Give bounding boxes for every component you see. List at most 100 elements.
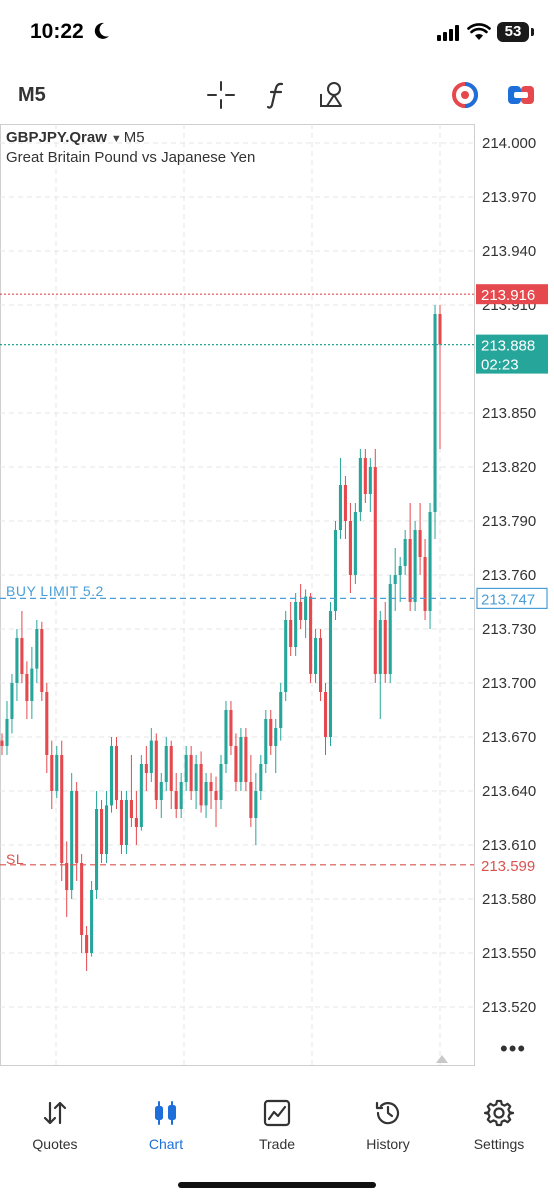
- y-tick-label: 213.730: [482, 621, 536, 638]
- candle-body: [428, 512, 432, 611]
- bid-price-label: 213.888: [481, 338, 535, 355]
- trade-chart-icon: [263, 1099, 291, 1127]
- y-tick-label: 213.820: [482, 459, 536, 476]
- candle-body: [15, 638, 19, 683]
- buy-limit-price-tag: [476, 587, 548, 610]
- candle-body: [214, 791, 218, 800]
- candle-body: [323, 692, 328, 737]
- candle-body: [209, 782, 213, 791]
- status-time: 10:22: [30, 20, 84, 43]
- candle-body: [388, 584, 392, 674]
- candle-body: [353, 512, 357, 575]
- stop-loss-price-label: 213.599: [481, 858, 535, 875]
- candle-body: [433, 314, 437, 512]
- candle-body: [109, 746, 114, 806]
- one-click-trading-icon[interactable]: [448, 78, 482, 112]
- candle-body: [328, 611, 333, 737]
- candle-body: [35, 629, 39, 669]
- candle-body: [95, 809, 99, 890]
- candle-body: [10, 683, 14, 719]
- candle-body: [114, 746, 119, 800]
- candle-body: [438, 314, 442, 345]
- y-tick-label: 213.520: [482, 999, 536, 1016]
- tab-settings[interactable]: Settings: [444, 1096, 554, 1156]
- candle-body: [189, 755, 193, 791]
- candle-body: [378, 620, 382, 674]
- candle-body: [124, 800, 128, 845]
- candlestick-chart-icon: [155, 1101, 176, 1125]
- candle-body: [85, 935, 89, 953]
- candle-body: [179, 782, 183, 809]
- crosshair-icon[interactable]: [204, 78, 238, 112]
- tab-label: History: [366, 1136, 410, 1152]
- candle-body: [219, 764, 223, 800]
- candle-body: [80, 863, 84, 935]
- status-bar: 10:22 53: [0, 0, 554, 66]
- tab-label: Quotes: [32, 1136, 78, 1152]
- candle-body: [129, 800, 133, 818]
- candle-body: [154, 740, 158, 800]
- candle-body: [139, 764, 143, 827]
- candle-body: [368, 467, 372, 494]
- candle-body: [363, 458, 367, 494]
- y-tick-label: 213.640: [482, 783, 536, 800]
- moon-icon: [94, 22, 109, 39]
- candle-body: [423, 557, 427, 611]
- indicators-icon[interactable]: [260, 78, 294, 112]
- candle-body: [299, 602, 303, 620]
- candle-body: [174, 791, 178, 809]
- candle-body: [0, 740, 4, 746]
- tab-chart[interactable]: Chart: [111, 1096, 221, 1156]
- candle-body: [104, 805, 109, 854]
- candle-body: [269, 719, 273, 746]
- candle-body: [134, 818, 138, 827]
- y-tick-label: 213.970: [482, 189, 536, 206]
- stop-loss-label[interactable]: SL: [6, 851, 25, 867]
- candle-body: [383, 620, 387, 674]
- candle-body: [348, 521, 352, 575]
- price-chart[interactable]: 214.000213.970213.940213.910213.850213.8…: [0, 122, 554, 1066]
- candle-body: [70, 791, 74, 890]
- tab-label: Settings: [473, 1136, 525, 1152]
- candle-body: [358, 458, 362, 512]
- candle-body: [343, 485, 347, 521]
- candle-body: [164, 746, 168, 782]
- tab-quotes[interactable]: Quotes: [0, 1096, 110, 1156]
- candle-body: [119, 800, 123, 845]
- objects-icon[interactable]: [316, 78, 350, 112]
- symbol-dropdown-icon[interactable]: ▼: [110, 133, 122, 145]
- y-tick-label: 213.760: [482, 567, 536, 584]
- candle-body: [294, 602, 298, 647]
- battery-icon: 53: [497, 22, 529, 42]
- cellular-signal-icon: [437, 25, 459, 41]
- tab-trade[interactable]: Trade: [222, 1096, 332, 1156]
- candle-body: [55, 755, 59, 791]
- candle-body: [304, 596, 308, 620]
- buy-limit-label[interactable]: BUY LIMIT 5.2: [6, 583, 104, 599]
- more-options-icon[interactable]: •••: [500, 1036, 527, 1061]
- trade-panel-icon[interactable]: [504, 78, 538, 112]
- candle-body: [229, 710, 233, 746]
- tab-history[interactable]: History: [333, 1096, 443, 1156]
- candle-body: [333, 530, 338, 611]
- candle-body: [413, 530, 417, 602]
- symbol-description: Great Britain Pound vs Japanese Yen: [6, 149, 256, 166]
- symbol-name: GBPJPY.Qraw: [6, 129, 107, 146]
- bid-price-tag: [476, 334, 548, 374]
- candle-body: [169, 746, 173, 791]
- candle-body: [244, 737, 248, 782]
- candle-body: [184, 755, 188, 782]
- gear-icon: [484, 1099, 514, 1127]
- y-tick-label: 213.580: [482, 891, 536, 908]
- candle-body: [289, 620, 293, 647]
- candle-body: [274, 728, 278, 746]
- y-tick-label: 213.550: [482, 945, 536, 962]
- candle-body: [65, 863, 69, 890]
- timeframe-button[interactable]: M5: [18, 84, 46, 106]
- candle-body: [418, 530, 422, 557]
- candle-body: [204, 782, 208, 806]
- chart-shift-marker: [436, 1055, 448, 1063]
- candle-body: [75, 791, 79, 863]
- candle-body: [50, 755, 54, 791]
- y-tick-label: 213.790: [482, 513, 536, 530]
